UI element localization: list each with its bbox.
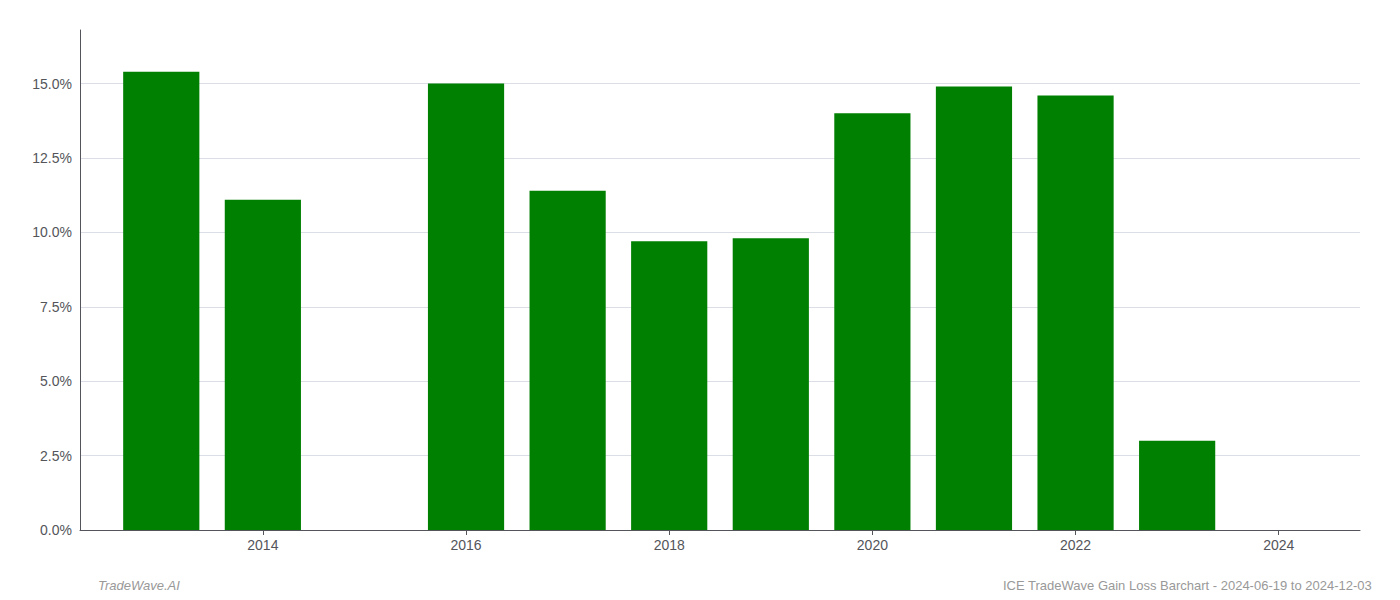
- svg-text:2018: 2018: [654, 537, 685, 553]
- svg-text:2020: 2020: [857, 537, 888, 553]
- svg-text:2014: 2014: [247, 537, 278, 553]
- svg-text:7.5%: 7.5%: [40, 299, 72, 315]
- svg-text:12.5%: 12.5%: [32, 150, 72, 166]
- svg-text:0.0%: 0.0%: [40, 522, 72, 538]
- svg-text:2024: 2024: [1263, 537, 1294, 553]
- svg-text:2022: 2022: [1060, 537, 1091, 553]
- svg-text:2016: 2016: [450, 537, 481, 553]
- svg-text:10.0%: 10.0%: [32, 224, 72, 240]
- svg-text:2.5%: 2.5%: [40, 448, 72, 464]
- svg-text:5.0%: 5.0%: [40, 373, 72, 389]
- svg-text:TradeWave.AI: TradeWave.AI: [98, 578, 180, 593]
- svg-text:ICE TradeWave Gain Loss Barcha: ICE TradeWave Gain Loss Barchart - 2024-…: [1003, 578, 1372, 593]
- svg-text:15.0%: 15.0%: [32, 76, 72, 92]
